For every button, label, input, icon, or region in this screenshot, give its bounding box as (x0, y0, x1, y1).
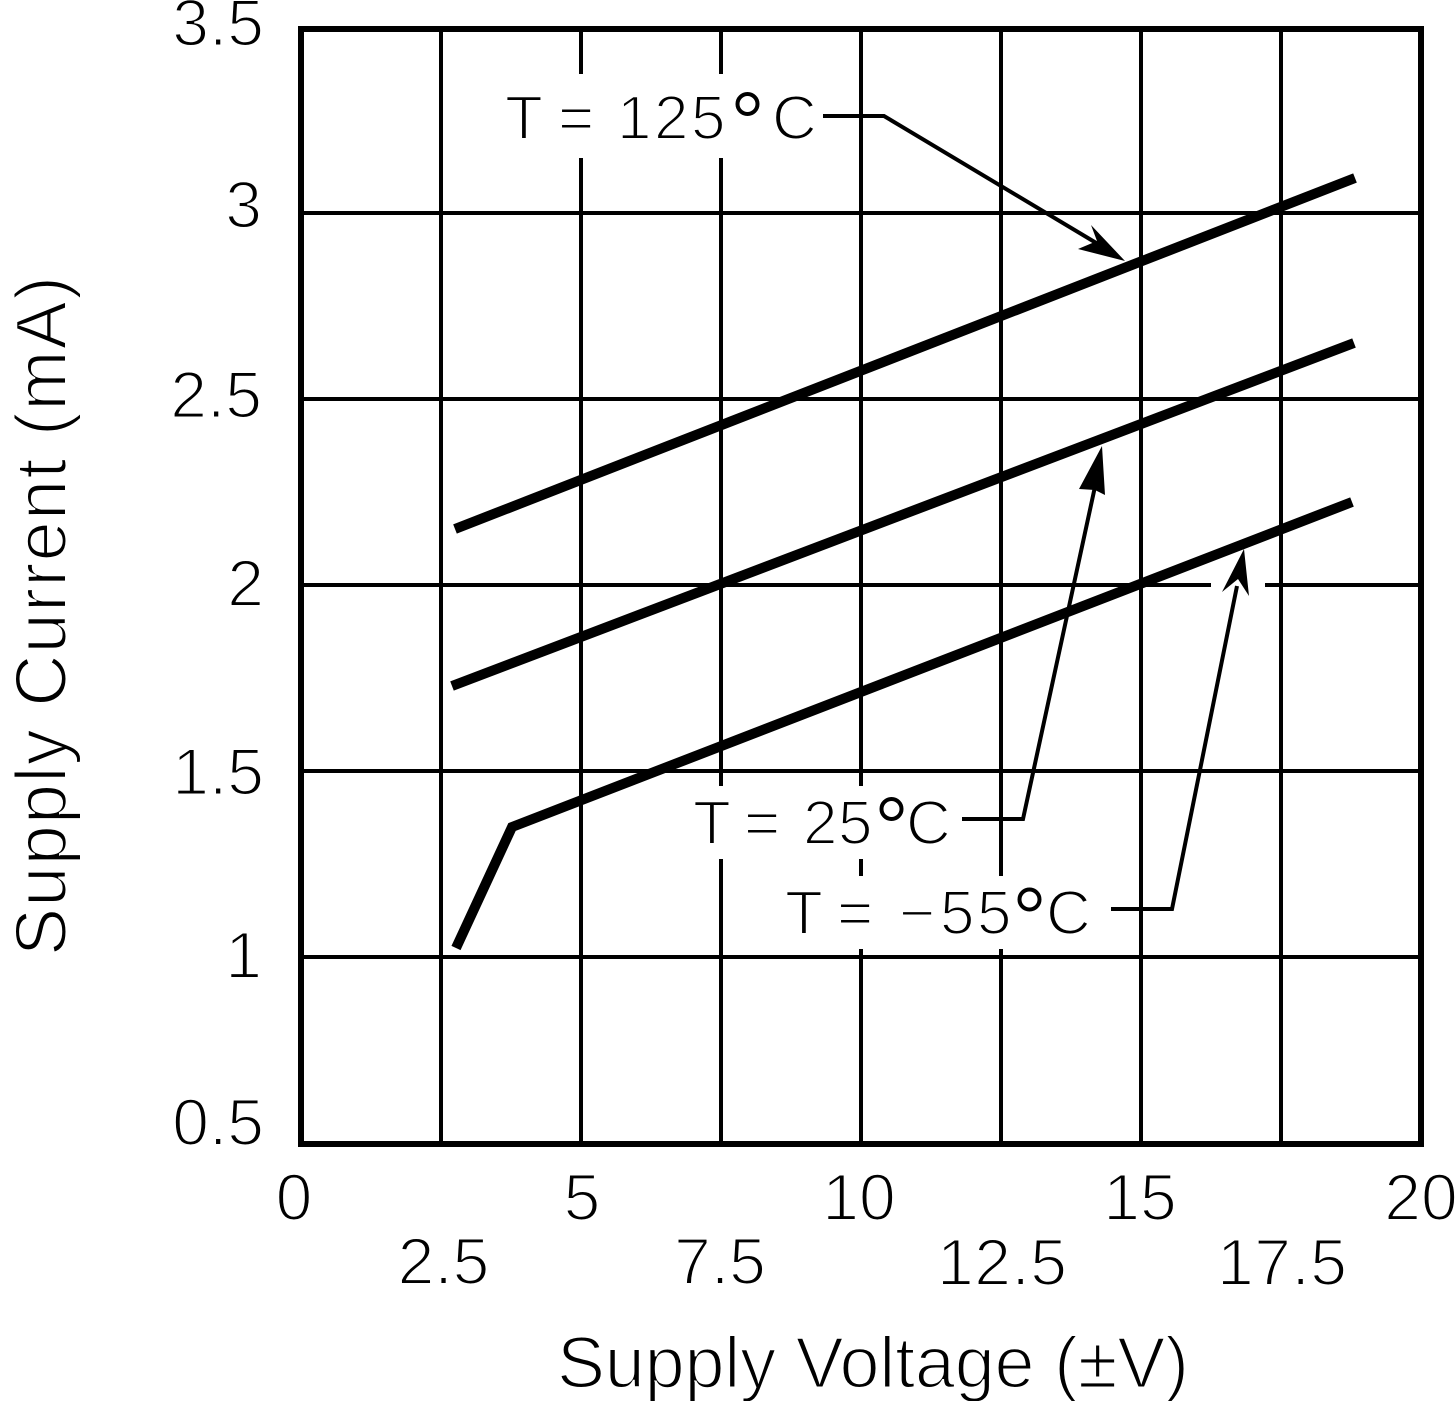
svg-text:10: 10 (822, 1160, 895, 1234)
svg-text:0.5: 0.5 (172, 1085, 264, 1159)
svg-text:15: 15 (1103, 1160, 1176, 1234)
svg-text:2: 2 (227, 546, 264, 620)
svg-text:1: 1 (225, 918, 262, 992)
svg-text:5: 5 (564, 1160, 601, 1234)
svg-text:2.5: 2.5 (170, 358, 262, 432)
svg-text:2.5: 2.5 (398, 1224, 490, 1298)
svg-text:3.5: 3.5 (172, 0, 264, 60)
svg-text:17.5: 17.5 (1217, 1225, 1347, 1299)
svg-text:7.5: 7.5 (674, 1224, 766, 1298)
svg-text:Supply Current (mA): Supply Current (mA) (2, 276, 82, 956)
svg-text:3: 3 (225, 168, 262, 242)
svg-text:1.5: 1.5 (172, 735, 264, 809)
svg-text:12.5: 12.5 (937, 1225, 1067, 1299)
svg-text:0: 0 (276, 1160, 313, 1234)
svg-text:20: 20 (1384, 1160, 1456, 1234)
svg-text:Supply Voltage (±V): Supply Voltage (±V) (557, 1324, 1189, 1401)
